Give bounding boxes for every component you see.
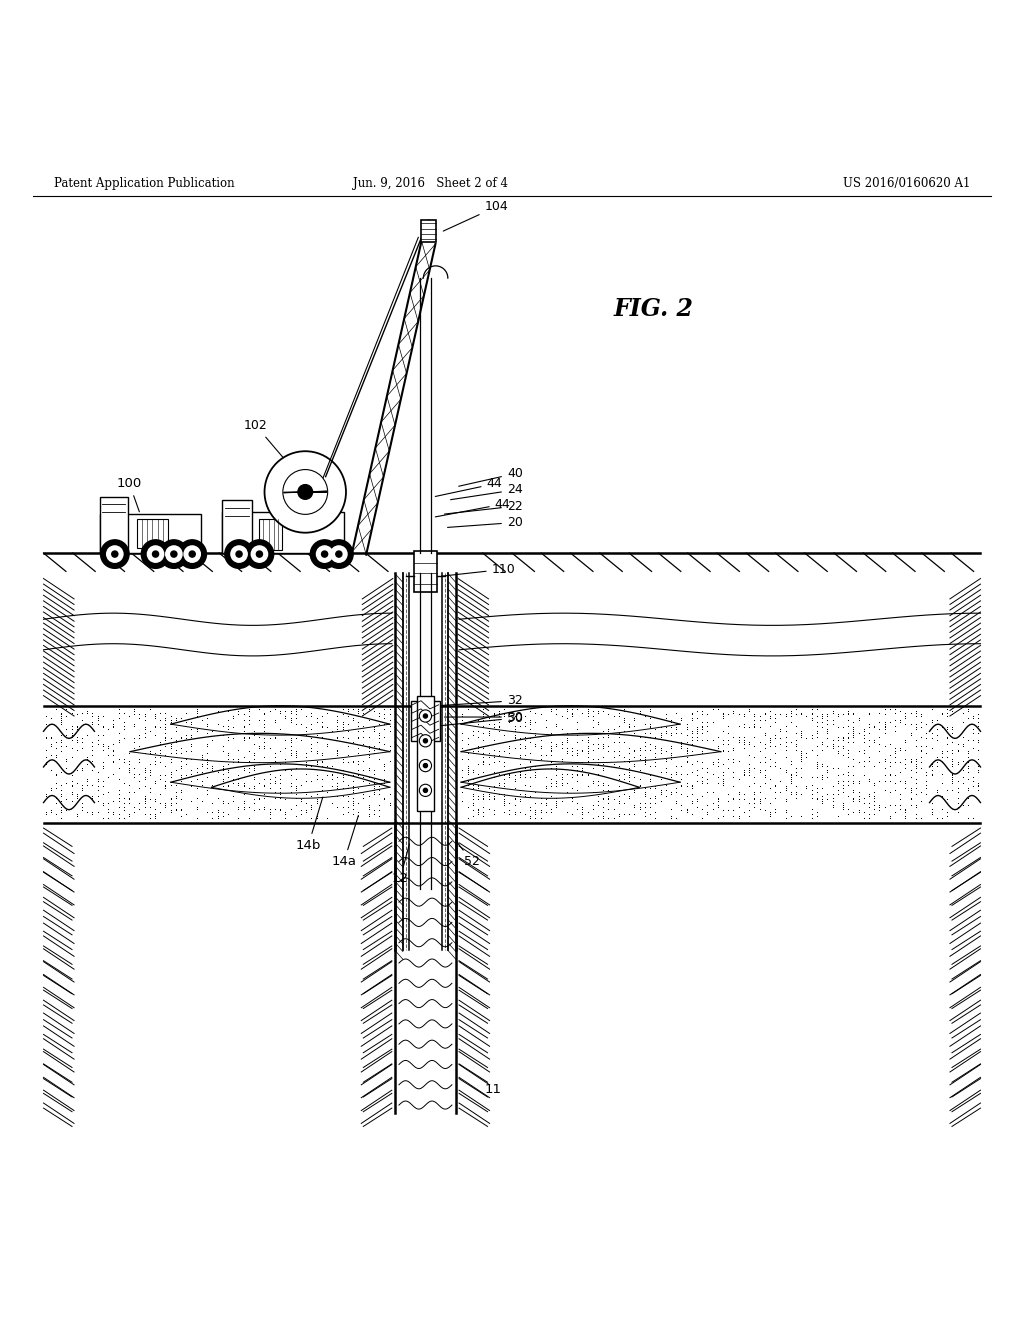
Circle shape xyxy=(184,546,201,562)
Circle shape xyxy=(322,550,328,557)
Text: 110: 110 xyxy=(441,562,515,577)
Circle shape xyxy=(100,540,129,569)
Circle shape xyxy=(160,540,188,569)
Circle shape xyxy=(230,546,247,562)
Text: 44: 44 xyxy=(435,478,503,496)
Text: 11: 11 xyxy=(484,1084,502,1097)
Text: Patent Application Publication: Patent Application Publication xyxy=(53,177,234,190)
Text: 104: 104 xyxy=(443,201,508,231)
Circle shape xyxy=(141,540,170,569)
Circle shape xyxy=(264,451,346,533)
FancyBboxPatch shape xyxy=(99,498,128,553)
Circle shape xyxy=(171,550,177,557)
Text: US 2016/0160620 A1: US 2016/0160620 A1 xyxy=(843,177,971,190)
Circle shape xyxy=(325,540,353,569)
Text: 30: 30 xyxy=(444,710,523,723)
Circle shape xyxy=(331,546,347,562)
FancyBboxPatch shape xyxy=(259,520,282,550)
Circle shape xyxy=(236,550,242,557)
Circle shape xyxy=(189,550,196,557)
Text: 12: 12 xyxy=(391,843,410,886)
FancyBboxPatch shape xyxy=(415,550,436,591)
Circle shape xyxy=(147,546,164,562)
Circle shape xyxy=(310,540,339,569)
Circle shape xyxy=(298,484,312,499)
FancyBboxPatch shape xyxy=(222,500,252,553)
Circle shape xyxy=(166,546,182,562)
FancyBboxPatch shape xyxy=(222,512,344,553)
Text: 24: 24 xyxy=(451,483,522,500)
Circle shape xyxy=(423,763,427,768)
Circle shape xyxy=(316,546,333,562)
Circle shape xyxy=(419,710,431,722)
Text: 14b: 14b xyxy=(296,797,323,851)
Text: FIG. 2: FIG. 2 xyxy=(613,297,694,321)
Text: 14a: 14a xyxy=(332,816,358,869)
Text: 44: 44 xyxy=(435,498,510,517)
FancyBboxPatch shape xyxy=(421,220,436,243)
Circle shape xyxy=(336,550,342,557)
FancyBboxPatch shape xyxy=(99,515,202,553)
Text: 40: 40 xyxy=(459,467,523,486)
FancyBboxPatch shape xyxy=(137,520,168,548)
Circle shape xyxy=(283,470,328,515)
Circle shape xyxy=(256,550,262,557)
Circle shape xyxy=(423,714,427,718)
Circle shape xyxy=(419,735,431,747)
Text: 22: 22 xyxy=(444,500,522,513)
Text: 20: 20 xyxy=(447,516,523,529)
Circle shape xyxy=(225,540,253,569)
Circle shape xyxy=(423,739,427,743)
Text: Jun. 9, 2016   Sheet 2 of 4: Jun. 9, 2016 Sheet 2 of 4 xyxy=(353,177,508,190)
Circle shape xyxy=(153,550,159,557)
Circle shape xyxy=(178,540,207,569)
Circle shape xyxy=(245,540,273,569)
Circle shape xyxy=(419,759,431,772)
Circle shape xyxy=(112,550,118,557)
Circle shape xyxy=(106,546,123,562)
Circle shape xyxy=(419,784,431,796)
Text: 100: 100 xyxy=(117,478,142,512)
FancyBboxPatch shape xyxy=(418,696,433,810)
Circle shape xyxy=(423,788,427,792)
Circle shape xyxy=(251,546,267,562)
Text: 50: 50 xyxy=(438,711,523,726)
Text: 102: 102 xyxy=(244,420,293,470)
Text: 32: 32 xyxy=(438,694,522,708)
Text: 52: 52 xyxy=(456,841,480,869)
FancyBboxPatch shape xyxy=(412,701,439,742)
